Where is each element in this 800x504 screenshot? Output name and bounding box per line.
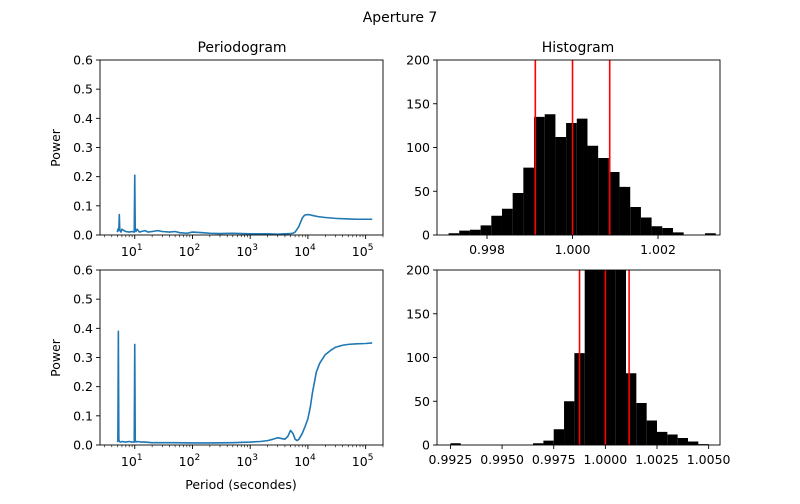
y-tick-label: 200	[406, 263, 430, 278]
histogram-bar	[651, 226, 663, 235]
y-tick-label: 50	[414, 184, 430, 199]
y-tick-label: 0	[422, 228, 430, 243]
periodogram-xlabel: Period (secondes)	[185, 477, 297, 492]
histogram-bar	[555, 137, 567, 235]
histogram-bar	[657, 431, 668, 445]
periodogram-bottom-ylabel: Power	[48, 338, 63, 377]
y-tick-label: 0.4	[73, 321, 93, 336]
periodogram-top-panel: Periodogram Power 0.0 0.1 0.2 0.3 0.4 0.5 0.6 1…	[48, 40, 384, 259]
y-tick-label: 0.0	[73, 228, 93, 243]
y-tick-label: 150	[406, 96, 430, 111]
periodogram-series-line	[116, 174, 373, 235]
y-tick-label: 0.5	[73, 292, 93, 307]
x-tick-label: 102	[179, 243, 201, 259]
y-tick-label: 0.2	[73, 379, 93, 394]
x-tick-label: 0.9950	[480, 452, 524, 467]
x-tick-label: 102	[179, 453, 201, 469]
y-tick-label: 0.1	[73, 198, 93, 213]
x-tick-label: 0.9925	[429, 452, 473, 467]
histogram-bar	[619, 186, 631, 235]
histogram-bar	[615, 270, 627, 445]
histogram-bar	[448, 233, 460, 235]
x-tick-label: 104	[294, 453, 316, 469]
histogram-bar	[566, 123, 577, 235]
x-tick-label: 0.998	[469, 242, 505, 257]
histogram-bar	[595, 270, 606, 445]
histogram-bar	[667, 434, 678, 445]
histogram-bar	[640, 217, 652, 235]
periodogram-top-ylabel: Power	[48, 128, 63, 167]
axes-frame	[99, 59, 384, 236]
histogram-bar	[459, 230, 470, 235]
y-tick-label: 0.5	[73, 82, 93, 97]
figure-title: Aperture 7	[363, 10, 438, 26]
histogram-bar	[480, 225, 492, 235]
x-tick-label: 0.9975	[532, 452, 576, 467]
y-tick-label: 50	[414, 394, 430, 409]
histogram-bar	[576, 118, 588, 235]
x-tick-label: 105	[352, 243, 374, 259]
periodogram-title: Periodogram	[197, 40, 286, 56]
y-tick-label: 100	[406, 350, 430, 365]
histogram-bar	[636, 403, 647, 445]
x-tick-label: 101	[121, 243, 143, 259]
histogram-bar	[564, 401, 575, 445]
periodogram-bottom-panel: Power Period (secondes) 0.0 0.1 0.2 0.3 0.4 0…	[48, 263, 384, 492]
histogram-bar	[501, 208, 513, 235]
histogram-bar	[584, 270, 596, 445]
x-tick-label: 103	[236, 453, 258, 469]
histogram-bar	[630, 207, 641, 235]
histogram-bar	[534, 116, 545, 235]
x-tick-label: 101	[121, 453, 143, 469]
x-tick-label: 105	[352, 453, 374, 469]
histogram-bar	[608, 172, 620, 235]
y-tick-label: 0.1	[73, 408, 93, 423]
histogram-bar	[543, 440, 554, 445]
y-tick-label: 0.6	[73, 263, 93, 278]
histogram-bar	[662, 228, 673, 235]
y-tick-label: 0.0	[73, 438, 93, 453]
y-tick-label: 0.6	[73, 53, 93, 68]
x-tick-label: 1.0025	[635, 452, 679, 467]
histogram-bar	[672, 232, 684, 235]
histogram-bar	[469, 229, 481, 235]
x-tick-label: 1.0050	[687, 452, 731, 467]
histogram-bar	[544, 114, 556, 235]
x-tick-label: 1.000	[555, 242, 591, 257]
x-tick-label: 104	[294, 243, 316, 259]
x-tick-label: 1.0000	[583, 452, 627, 467]
histogram-bar	[626, 373, 637, 445]
histogram-bar	[533, 443, 544, 445]
histogram-title: Histogram	[542, 40, 615, 56]
histogram-bar	[605, 270, 616, 445]
histogram-bar	[677, 438, 688, 445]
histogram-bar	[646, 420, 657, 445]
histogram-bar	[598, 158, 609, 235]
histogram-bar	[553, 429, 565, 445]
histogram-bar	[523, 167, 535, 235]
histogram-bar	[450, 443, 461, 445]
y-tick-label: 0.2	[73, 169, 93, 184]
y-tick-label: 150	[406, 306, 430, 321]
x-tick-label: 103	[236, 243, 258, 259]
y-tick-label: 100	[406, 140, 430, 155]
histogram-bar	[687, 441, 699, 445]
y-tick-label: 0	[422, 438, 430, 453]
axes-frame	[99, 269, 384, 446]
x-tick-label: 1.002	[640, 242, 676, 257]
histogram-bar	[705, 233, 716, 235]
y-tick-label: 200	[406, 53, 430, 68]
histogram-bar	[491, 215, 502, 235]
histogram-bar	[587, 145, 599, 235]
histogram-top-panel: Histogram 0 50 100 150 200 0.998 1.000 1.002	[406, 40, 721, 257]
periodogram-series-line	[116, 330, 373, 444]
y-tick-label: 0.3	[73, 140, 93, 155]
y-tick-label: 0.3	[73, 350, 93, 365]
y-tick-label: 0.4	[73, 111, 93, 126]
histogram-bar	[512, 193, 524, 235]
histogram-bottom-panel: 0 50 100 150 200 0.9925 0.9950 0.9975 1.0000 1.00…	[406, 263, 730, 468]
